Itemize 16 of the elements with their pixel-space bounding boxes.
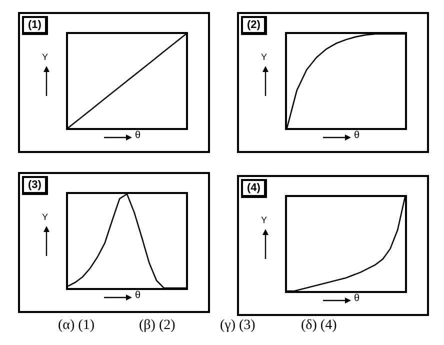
text: (γ) (3): [220, 318, 256, 334]
y-axis-title: Y: [42, 212, 48, 222]
x-axis-title: θ: [354, 130, 360, 141]
chart-title: (1): [22, 16, 48, 35]
text: (α) (1): [58, 318, 94, 334]
x-axis-title: θ: [354, 293, 360, 304]
chart-title: (2): [241, 16, 268, 35]
x-axis-title: θ: [135, 130, 141, 141]
y-axis-title: Y: [42, 52, 48, 62]
y-axis-title: Y: [261, 52, 268, 62]
x-axis-title: θ: [135, 290, 141, 301]
chart-title: (4): [241, 179, 268, 198]
y-axis-title: Y: [261, 215, 268, 225]
text: (β) (2): [139, 318, 176, 334]
chart-title: (3): [22, 176, 48, 195]
text: (δ) (4): [301, 318, 337, 334]
